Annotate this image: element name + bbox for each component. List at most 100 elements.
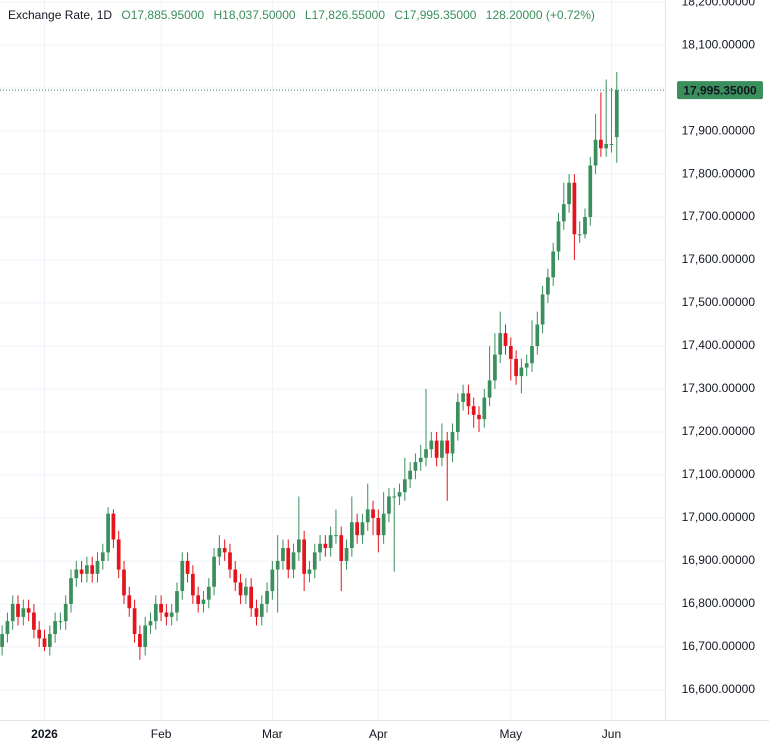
candle-body: [122, 569, 126, 596]
candle-body: [106, 513, 110, 553]
candle-body: [79, 569, 84, 574]
candle-body: [217, 548, 222, 557]
candle-body: [508, 346, 513, 359]
candle-body: [32, 612, 36, 630]
candle-body: [185, 560, 190, 574]
candle-body: [159, 603, 163, 613]
candle-body: [487, 380, 492, 398]
candle-body: [307, 569, 312, 574]
candle-body: [191, 573, 195, 596]
candle-body: [206, 586, 211, 600]
low-label: L17,826.55000: [305, 8, 385, 22]
candle-body: [180, 560, 185, 592]
candle-body: [58, 621, 63, 623]
candle-body: [259, 603, 264, 617]
candle-body: [387, 496, 391, 514]
candle-body: [281, 548, 285, 561]
candle-body: [402, 479, 407, 493]
candle-body: [599, 139, 603, 149]
x-tick-label: Mar: [262, 727, 283, 741]
candle-body: [440, 440, 444, 458]
y-tick-label: 18,100.00000: [682, 37, 756, 51]
candle-body: [42, 638, 47, 647]
candle-body: [127, 595, 132, 609]
candle-body: [47, 634, 52, 647]
candle-body: [418, 457, 423, 463]
candle-body: [365, 509, 370, 523]
candle-body: [0, 634, 4, 647]
candle-body: [376, 517, 381, 536]
candle-body: [212, 556, 216, 587]
candle-body: [413, 462, 418, 471]
candle-body: [100, 552, 105, 561]
candle-body: [609, 144, 614, 145]
candle-body: [583, 217, 587, 235]
candle-body: [371, 509, 375, 518]
candle-body: [392, 496, 397, 498]
candle-body: [95, 560, 100, 574]
candle-body: [116, 539, 121, 570]
close-label: C17,995.35000: [394, 8, 476, 22]
candle-body: [577, 234, 582, 236]
last-price-label: 17,995.35000: [683, 83, 757, 97]
ohlc-header: Exchange Rate, 1D O17,885.95000 H18,037.…: [8, 8, 595, 22]
candle-body: [169, 612, 174, 617]
candle-body: [344, 548, 349, 561]
candle-body: [349, 522, 354, 549]
candle-body: [233, 569, 238, 583]
candle-body: [16, 603, 20, 617]
candle-body: [222, 548, 227, 553]
candle-body: [498, 333, 503, 355]
y-tick-label: 16,700.00000: [682, 639, 756, 653]
x-tick-label: Apr: [369, 727, 388, 741]
change-label: 128.20000 (+0.72%): [486, 8, 595, 22]
candle-body: [312, 552, 317, 570]
candle-body: [153, 603, 158, 622]
x-tick-label: Jun: [602, 727, 621, 741]
candle-body: [450, 432, 455, 454]
y-tick-label: 16,800.00000: [682, 596, 756, 610]
candle-body: [471, 406, 476, 415]
candle-body: [265, 591, 269, 604]
candle-body: [360, 522, 365, 536]
y-tick-label: 17,300.00000: [682, 381, 756, 395]
candle-body: [540, 294, 545, 325]
candle-body: [466, 393, 471, 407]
candle-body: [556, 221, 561, 252]
candle-body: [275, 560, 280, 570]
x-tick-label: May: [499, 727, 522, 741]
candle-body: [424, 449, 428, 458]
candle-body: [302, 539, 307, 574]
x-tick-label: Feb: [151, 727, 172, 741]
candle-body: [530, 346, 534, 364]
candle-body: [244, 586, 248, 596]
candle-body: [143, 625, 148, 647]
candle-body: [524, 363, 529, 368]
candle-body: [132, 608, 137, 635]
candle-body: [196, 595, 201, 604]
candle-body: [254, 608, 259, 617]
candle-body: [535, 324, 540, 347]
candle-body: [328, 535, 333, 549]
candle-body: [111, 513, 116, 540]
candle-body: [429, 440, 434, 450]
candle-body: [69, 578, 73, 604]
series-title: Exchange Rate, 1D: [8, 8, 112, 22]
candle-body: [74, 569, 79, 579]
candle-body: [138, 634, 142, 647]
open-label: O17,885.95000: [121, 8, 204, 22]
candle-body: [397, 492, 402, 497]
candle-body: [381, 513, 386, 536]
candle-body: [503, 333, 508, 347]
candle-body: [228, 552, 232, 570]
candle-body: [286, 548, 291, 570]
y-tick-label: 17,500.00000: [682, 295, 756, 309]
candle-body: [477, 414, 481, 420]
y-tick-label: 17,100.00000: [682, 467, 756, 481]
candle-body: [53, 621, 57, 635]
candle-body: [10, 603, 15, 622]
candle-body: [588, 165, 593, 218]
candle-body: [445, 440, 450, 454]
candle-body: [551, 251, 556, 278]
